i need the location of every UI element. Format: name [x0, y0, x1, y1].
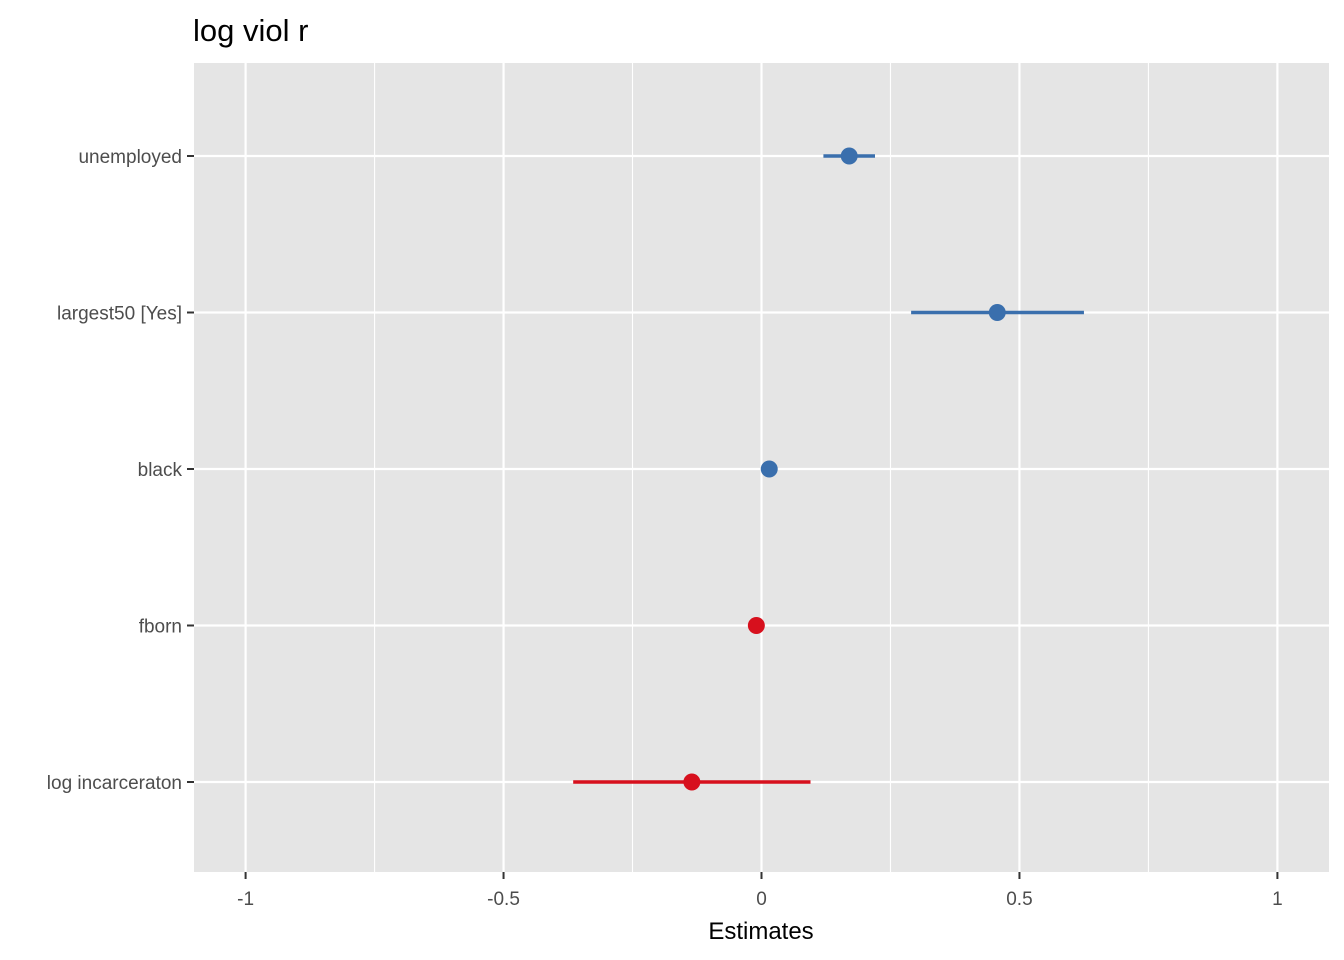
estimate-point — [747, 617, 765, 634]
x-tick-label: 0 — [756, 889, 767, 910]
estimate-point — [760, 460, 778, 478]
estimate-point — [683, 773, 701, 791]
x-tick-label: 0.5 — [1006, 889, 1032, 910]
y-tick-label: log incarceraton — [47, 773, 182, 794]
x-tick-label: -0.5 — [487, 889, 520, 910]
x-axis: -1 -0.5 0 0.5 1 — [237, 872, 1283, 910]
y-tick-label: fborn — [139, 617, 182, 638]
chart-title: log viol r — [193, 13, 308, 48]
y-tick-label: black — [138, 460, 183, 481]
x-tick-label: 1 — [1272, 889, 1283, 910]
estimate-point — [840, 147, 858, 165]
x-tick-label: -1 — [237, 889, 254, 910]
x-axis-title: Estimates — [708, 918, 813, 945]
estimate-marks — [573, 147, 1084, 791]
y-axis: unemployed largest50 [Yes] black fborn log i… — [47, 147, 194, 794]
estimate-point — [988, 304, 1006, 321]
y-tick-label: largest50 [Yes] — [57, 304, 182, 325]
y-tick-label: unemployed — [78, 147, 182, 168]
